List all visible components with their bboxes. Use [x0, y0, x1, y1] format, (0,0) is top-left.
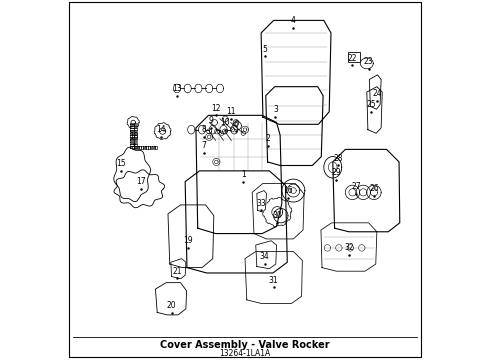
Text: 17: 17	[136, 177, 146, 186]
Polygon shape	[266, 87, 323, 166]
Text: 27: 27	[351, 183, 361, 192]
Polygon shape	[367, 87, 382, 133]
Text: 4: 4	[291, 16, 296, 25]
Text: 13: 13	[172, 84, 182, 93]
Text: 25: 25	[367, 100, 376, 109]
Polygon shape	[196, 115, 282, 234]
Polygon shape	[252, 183, 304, 239]
Text: 34: 34	[260, 252, 270, 261]
Text: 24: 24	[372, 89, 382, 98]
Text: 28: 28	[333, 154, 343, 163]
Text: 1: 1	[241, 170, 245, 179]
Text: 31: 31	[269, 276, 278, 285]
Polygon shape	[257, 190, 267, 212]
Polygon shape	[333, 149, 400, 232]
Text: 8: 8	[201, 125, 206, 134]
Text: 3: 3	[273, 105, 278, 114]
Text: 18: 18	[129, 132, 139, 141]
Text: 12: 12	[212, 104, 221, 113]
Text: 20: 20	[167, 301, 176, 310]
Text: 9: 9	[209, 116, 214, 125]
Text: 26: 26	[369, 184, 379, 193]
Polygon shape	[369, 75, 381, 109]
Polygon shape	[171, 258, 186, 279]
Text: 19: 19	[183, 236, 193, 245]
Bar	[348, 51, 360, 62]
Text: 13264-1LA1A: 13264-1LA1A	[220, 349, 270, 358]
Text: 32: 32	[344, 243, 354, 252]
Polygon shape	[321, 223, 377, 271]
Text: 29: 29	[332, 168, 341, 177]
Polygon shape	[261, 21, 331, 124]
Text: 21: 21	[172, 267, 182, 276]
Text: 6: 6	[234, 120, 239, 129]
Text: 22: 22	[348, 54, 357, 63]
Text: 16: 16	[283, 186, 293, 195]
Polygon shape	[245, 252, 302, 303]
Text: 23: 23	[364, 57, 373, 66]
Polygon shape	[256, 241, 276, 269]
Text: Cover Assembly - Valve Rocker: Cover Assembly - Valve Rocker	[160, 340, 330, 350]
Polygon shape	[185, 171, 287, 273]
Text: 15: 15	[117, 159, 126, 168]
Text: 14: 14	[156, 125, 166, 134]
Text: 2: 2	[266, 134, 270, 143]
Polygon shape	[155, 283, 187, 315]
Text: 7: 7	[201, 141, 206, 150]
Text: 30: 30	[272, 211, 282, 220]
Text: 10: 10	[220, 118, 230, 127]
Polygon shape	[168, 205, 214, 267]
Text: 33: 33	[256, 199, 266, 208]
Text: 5: 5	[262, 45, 267, 54]
Text: 11: 11	[226, 107, 235, 116]
